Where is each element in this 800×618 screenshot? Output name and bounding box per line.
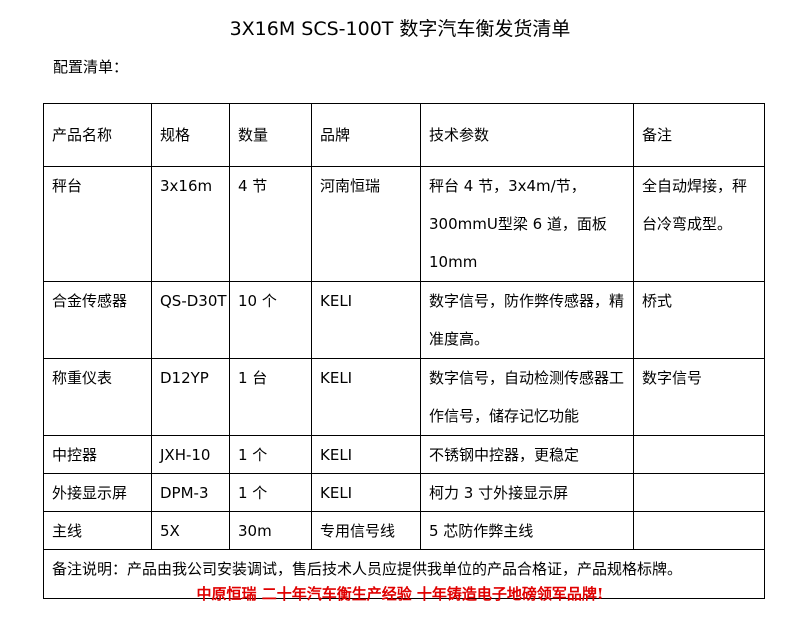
- table-cell: QS-D30T: [151, 281, 230, 359]
- table-cell: 秤台 4 节，3x4m/节，300mmU型梁 6 道，面板 10mm: [420, 166, 634, 282]
- header-cell: 技术参数: [420, 103, 634, 167]
- table-cell: 主线: [43, 511, 152, 550]
- header-cell: 规格: [151, 103, 230, 167]
- table-cell: JXH-10: [151, 435, 230, 474]
- table-row: 称重仪表 D12YP 1 台 KELI 数字信号，自动检测传感器工作信号，储存记…: [43, 358, 765, 436]
- table-cell: 专用信号线: [311, 511, 421, 550]
- table-cell: 3x16m: [151, 166, 230, 282]
- table-cell: 外接显示屏: [43, 473, 152, 512]
- document-title: 3X16M SCS-100T 数字汽车衡发货清单: [229, 18, 571, 40]
- table-cell: 称重仪表: [43, 358, 152, 436]
- table-cell: [633, 473, 765, 512]
- table-cell: 河南恒瑞: [311, 166, 421, 282]
- table-cell: 秤台: [43, 166, 152, 282]
- table-cell: 1 个: [229, 435, 312, 474]
- company-slogan: 中原恒瑞 二十年汽车衡生产经验 十年铸造电子地磅领军品牌!: [196, 585, 604, 603]
- header-cell: 数量: [229, 103, 312, 167]
- table-cell: KELI: [311, 281, 421, 359]
- table-cell: 柯力 3 寸外接显示屏: [420, 473, 634, 512]
- table-cell: 全自动焊接，秤台冷弯成型。: [633, 166, 765, 282]
- table-cell: [633, 511, 765, 550]
- table-cell: 10 个: [229, 281, 312, 359]
- table-row: 外接显示屏 DPM-3 1 个 KELI 柯力 3 寸外接显示屏: [43, 473, 765, 512]
- table-cell: 合金传感器: [43, 281, 152, 359]
- table-cell: KELI: [311, 473, 421, 512]
- table-cell: 5 芯防作弊主线: [420, 511, 634, 550]
- table-cell: [633, 435, 765, 474]
- table-row: 秤台 3x16m 4 节 河南恒瑞 秤台 4 节，3x4m/节，300mmU型梁…: [43, 166, 765, 282]
- header-cell: 备注: [633, 103, 765, 167]
- table-header-row: 产品名称 规格 数量 品牌 技术参数 备注: [43, 103, 765, 167]
- table-cell: 不锈钢中控器，更稳定: [420, 435, 634, 474]
- table-cell: 数字信号: [633, 358, 765, 436]
- table-cell: KELI: [311, 435, 421, 474]
- table-cell: 数字信号，自动检测传感器工作信号，储存记忆功能: [420, 358, 634, 436]
- table-cell: 中控器: [43, 435, 152, 474]
- table-row: 合金传感器 QS-D30T 10 个 KELI 数字信号，防作弊传感器，精准度高…: [43, 281, 765, 359]
- table-cell: 数字信号，防作弊传感器，精准度高。: [420, 281, 634, 359]
- shipping-list-table: 产品名称 规格 数量 品牌 技术参数 备注 秤台 3x16m 4 节 河南恒瑞 …: [43, 103, 765, 599]
- table-cell: 桥式: [633, 281, 765, 359]
- table-cell: 4 节: [229, 166, 312, 282]
- table-cell: 1 个: [229, 473, 312, 512]
- table-cell: 5X: [151, 511, 230, 550]
- config-list-label: 配置清单：: [53, 58, 129, 76]
- table-row: 中控器 JXH-10 1 个 KELI 不锈钢中控器，更稳定: [43, 435, 765, 474]
- note-row: 备注说明：产品由我公司安装调试，售后技术人员应提供我单位的产品合格证，产品规格标…: [43, 549, 765, 599]
- table-cell: DPM-3: [151, 473, 230, 512]
- table-cell: D12YP: [151, 358, 230, 436]
- table-row: 主线 5X 30m 专用信号线 5 芯防作弊主线: [43, 511, 765, 550]
- table-cell: 1 台: [229, 358, 312, 436]
- header-cell: 产品名称: [43, 103, 152, 167]
- note-text: 备注说明：产品由我公司安装调试，售后技术人员应提供我单位的产品合格证，产品规格标…: [43, 549, 765, 599]
- table-cell: 30m: [229, 511, 312, 550]
- table-cell: KELI: [311, 358, 421, 436]
- header-cell: 品牌: [311, 103, 421, 167]
